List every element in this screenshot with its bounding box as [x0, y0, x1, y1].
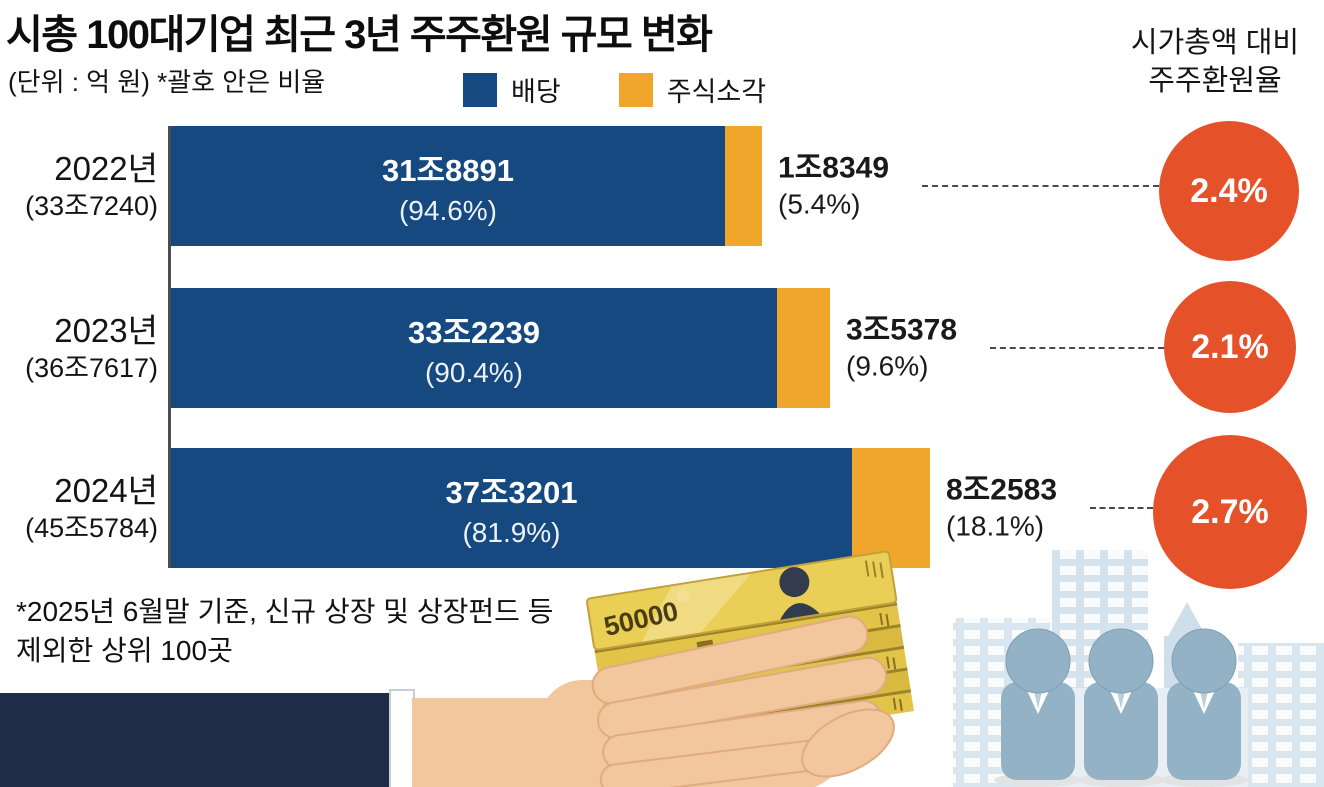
year-label: 2023년 (36조7617) [0, 311, 158, 385]
return-rate-badge-2023: 2.1% [1164, 281, 1296, 413]
bottom-illustration: 50000 [0, 550, 1324, 787]
stacked-bar: 37조3201 (81.9%) [171, 448, 930, 568]
connector-dashed-line [922, 185, 1159, 187]
buyback-segment [852, 448, 930, 568]
legend-item-dividend: 배당 [463, 70, 561, 109]
bill-portrait-icon [779, 567, 810, 598]
unit-note: (단위 : 억 원) *괄호 안은 비율 [8, 67, 326, 97]
dividend-segment: 31조8891 (94.6%) [171, 126, 725, 246]
dividend-segment: 33조2239 (90.4%) [171, 288, 777, 408]
buyback-swatch-icon [618, 72, 653, 107]
cuff [389, 689, 415, 787]
dividend-value: 37조3201 [445, 475, 578, 510]
year-text: 2023년 [54, 312, 158, 349]
buyback-pct: (18.1%) [946, 510, 1045, 542]
footnote: *2025년 6월말 기준, 신규 상장 및 상장펀드 등 제외한 상위 100… [16, 592, 553, 670]
buyback-value: 8조2583 [946, 473, 1058, 507]
dividend-value: 31조8891 [382, 153, 514, 188]
buyback-value: 3조5378 [846, 313, 958, 347]
legend-label: 주식소각 [666, 77, 767, 107]
return-rate-header-line2: 주주환원율 [1148, 65, 1282, 97]
dividend-pct: (94.6%) [398, 195, 498, 226]
buyback-value: 1조8349 [778, 151, 890, 185]
stacked-bar: 33조2239 (90.4%) [171, 288, 830, 408]
year-text: 2024년 [54, 472, 158, 509]
return-rate-header-line1: 시가총액 대비 [1130, 27, 1300, 59]
people-illustration [994, 628, 1248, 787]
connector-dashed-line [1090, 507, 1153, 509]
return-rate-value: 2.4% [1190, 171, 1268, 210]
page-title: 시총 100대기업 최근 3년 주주환원 규모 변화 [6, 13, 713, 57]
year-label: 2024년 (45조5784) [0, 471, 158, 545]
footnote-line1: *2025년 6월말 기준, 신규 상장 및 상장펀드 등 [16, 596, 554, 627]
bar-row-2024: 2024년 (45조5784) 37조3201 (81.9%) 8조2583 (… [0, 448, 1324, 568]
person-icon [1084, 628, 1158, 780]
dividend-value: 33조2239 [408, 315, 540, 350]
year-label: 2022년 (33조7240) [0, 149, 158, 223]
buyback-segment [725, 126, 762, 246]
dividend-pct: (81.9%) [462, 517, 561, 548]
legend-label: 배당 [511, 77, 561, 107]
buyback-label: 8조2583 (18.1%) [946, 472, 1057, 545]
year-total: (45조5784) [25, 513, 158, 543]
bar-row-2023: 2023년 (36조7617) 33조2239 (90.4%) 3조5378 (… [0, 288, 1324, 408]
return-rate-value: 2.7% [1191, 492, 1269, 531]
bar-row-2022: 2022년 (33조7240) 31조8891 (94.6%) 1조8349 (… [0, 126, 1324, 246]
year-total: (33조7240) [25, 191, 158, 221]
dividend-swatch-icon [463, 72, 497, 107]
return-rate-value: 2.1% [1191, 327, 1269, 366]
year-text: 2022년 [54, 150, 158, 187]
return-rate-badge-2022: 2.4% [1159, 121, 1299, 261]
connector-dashed-line [990, 347, 1164, 349]
dividend-segment: 37조3201 (81.9%) [171, 448, 852, 568]
buyback-segment [777, 288, 830, 408]
year-total: (36조7617) [25, 353, 158, 383]
legend-item-buyback: 주식소각 [618, 70, 767, 109]
footnote-line2: 제외한 상위 100곳 [16, 635, 233, 666]
legend: 배당 주식소각 [463, 70, 766, 109]
return-rate-badge-2024: 2.7% [1153, 435, 1307, 589]
return-rate-header: 시가총액 대비 주주환원율 [1108, 24, 1322, 100]
buyback-pct: (5.4%) [778, 188, 861, 220]
buyback-label: 1조8349 (5.4%) [778, 150, 889, 223]
sleeve [0, 693, 392, 787]
buyback-pct: (9.6%) [846, 350, 929, 382]
stacked-bar: 31조8891 (94.6%) [171, 126, 762, 246]
dividend-pct: (90.4%) [424, 357, 524, 388]
hand-with-money-illustration: 50000 [0, 550, 914, 787]
person-icon [1001, 628, 1075, 780]
person-icon [1167, 628, 1241, 780]
axis-line [168, 126, 171, 568]
fingers [591, 615, 895, 787]
buyback-label: 3조5378 (9.6%) [846, 312, 957, 385]
